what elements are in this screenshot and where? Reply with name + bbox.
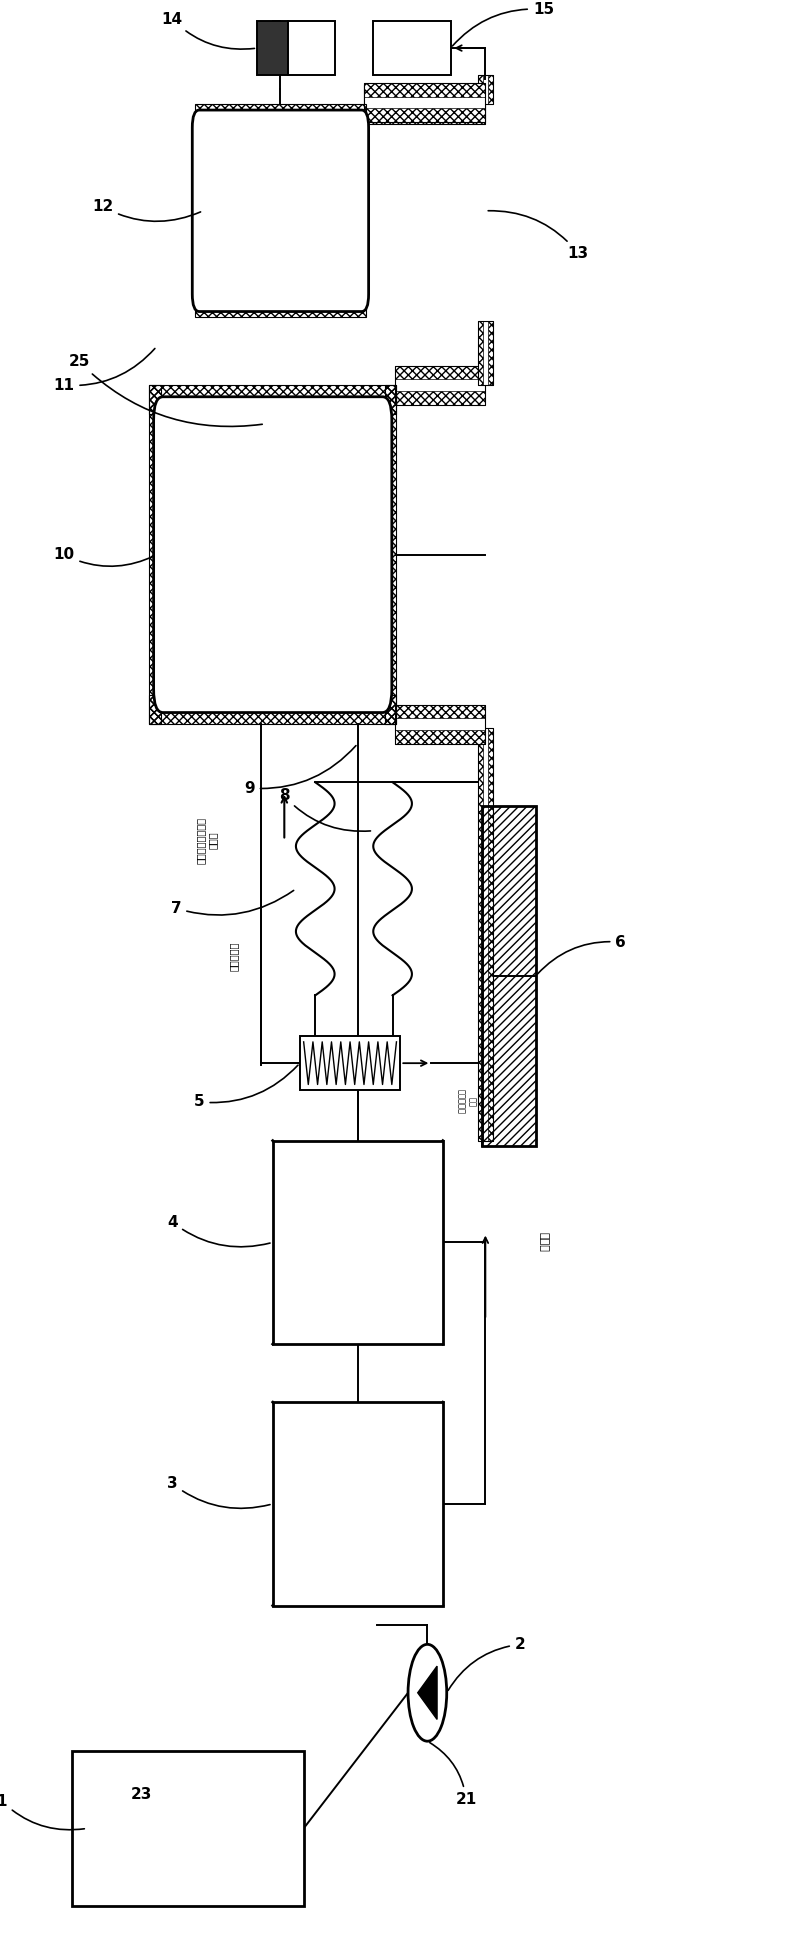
Circle shape — [408, 1644, 446, 1742]
Text: 8: 8 — [279, 788, 370, 831]
Bar — [374, 21, 450, 76]
Text: 7: 7 — [170, 891, 294, 917]
Text: 4: 4 — [167, 1214, 270, 1247]
Bar — [488, 321, 493, 385]
Text: 12: 12 — [92, 198, 201, 222]
Bar — [258, 21, 288, 76]
Bar — [488, 76, 493, 105]
Bar — [364, 111, 486, 125]
Text: 6: 6 — [538, 934, 626, 973]
Text: 5: 5 — [194, 1064, 298, 1109]
Bar — [478, 76, 493, 105]
Bar — [195, 294, 366, 317]
Text: 2: 2 — [448, 1637, 526, 1691]
Bar — [482, 806, 536, 1146]
Bar — [72, 1751, 304, 1905]
Text: 14: 14 — [162, 12, 254, 49]
Bar — [395, 391, 486, 405]
Text: 9: 9 — [244, 745, 356, 796]
Bar — [149, 385, 397, 414]
Bar — [478, 728, 493, 1140]
Bar — [395, 730, 486, 743]
Bar — [478, 76, 483, 105]
Text: カロ一二酸化炭素
内容液: カロ一二酸化炭素 内容液 — [196, 817, 218, 864]
Text: 貯蔵
二酸化炭素: 貯蔵 二酸化炭素 — [456, 1090, 476, 1115]
Bar — [273, 1403, 443, 1605]
Text: 15: 15 — [453, 2, 554, 47]
Text: 23: 23 — [130, 1786, 152, 1802]
Text: 二酸化炭素: 二酸化炭素 — [229, 942, 239, 971]
Bar — [273, 1140, 443, 1345]
Bar — [149, 385, 161, 724]
Bar — [488, 728, 493, 1140]
Polygon shape — [418, 1666, 437, 1720]
Bar — [149, 695, 397, 724]
Bar — [395, 366, 486, 405]
Bar — [478, 321, 483, 385]
Bar — [385, 385, 397, 724]
Bar — [478, 321, 493, 385]
Text: 11: 11 — [54, 348, 155, 393]
Bar — [364, 86, 486, 99]
Bar — [364, 84, 486, 123]
Bar — [288, 21, 334, 76]
Bar — [482, 806, 536, 1146]
Text: 3: 3 — [167, 1477, 270, 1508]
Text: 10: 10 — [54, 547, 154, 566]
Text: 混合液: 混合液 — [538, 1232, 548, 1253]
Text: 25: 25 — [69, 354, 262, 426]
Bar — [300, 1035, 400, 1090]
FancyBboxPatch shape — [154, 397, 392, 712]
Bar — [364, 86, 486, 125]
Bar — [478, 728, 483, 1140]
Bar — [364, 84, 486, 97]
FancyBboxPatch shape — [192, 111, 369, 311]
Bar — [195, 105, 366, 128]
Bar — [364, 109, 486, 123]
Text: 1: 1 — [0, 1794, 84, 1829]
Bar — [395, 704, 486, 743]
Bar — [395, 366, 486, 379]
Text: 13: 13 — [488, 210, 589, 261]
Text: 21: 21 — [430, 1742, 477, 1806]
Bar — [395, 704, 486, 718]
